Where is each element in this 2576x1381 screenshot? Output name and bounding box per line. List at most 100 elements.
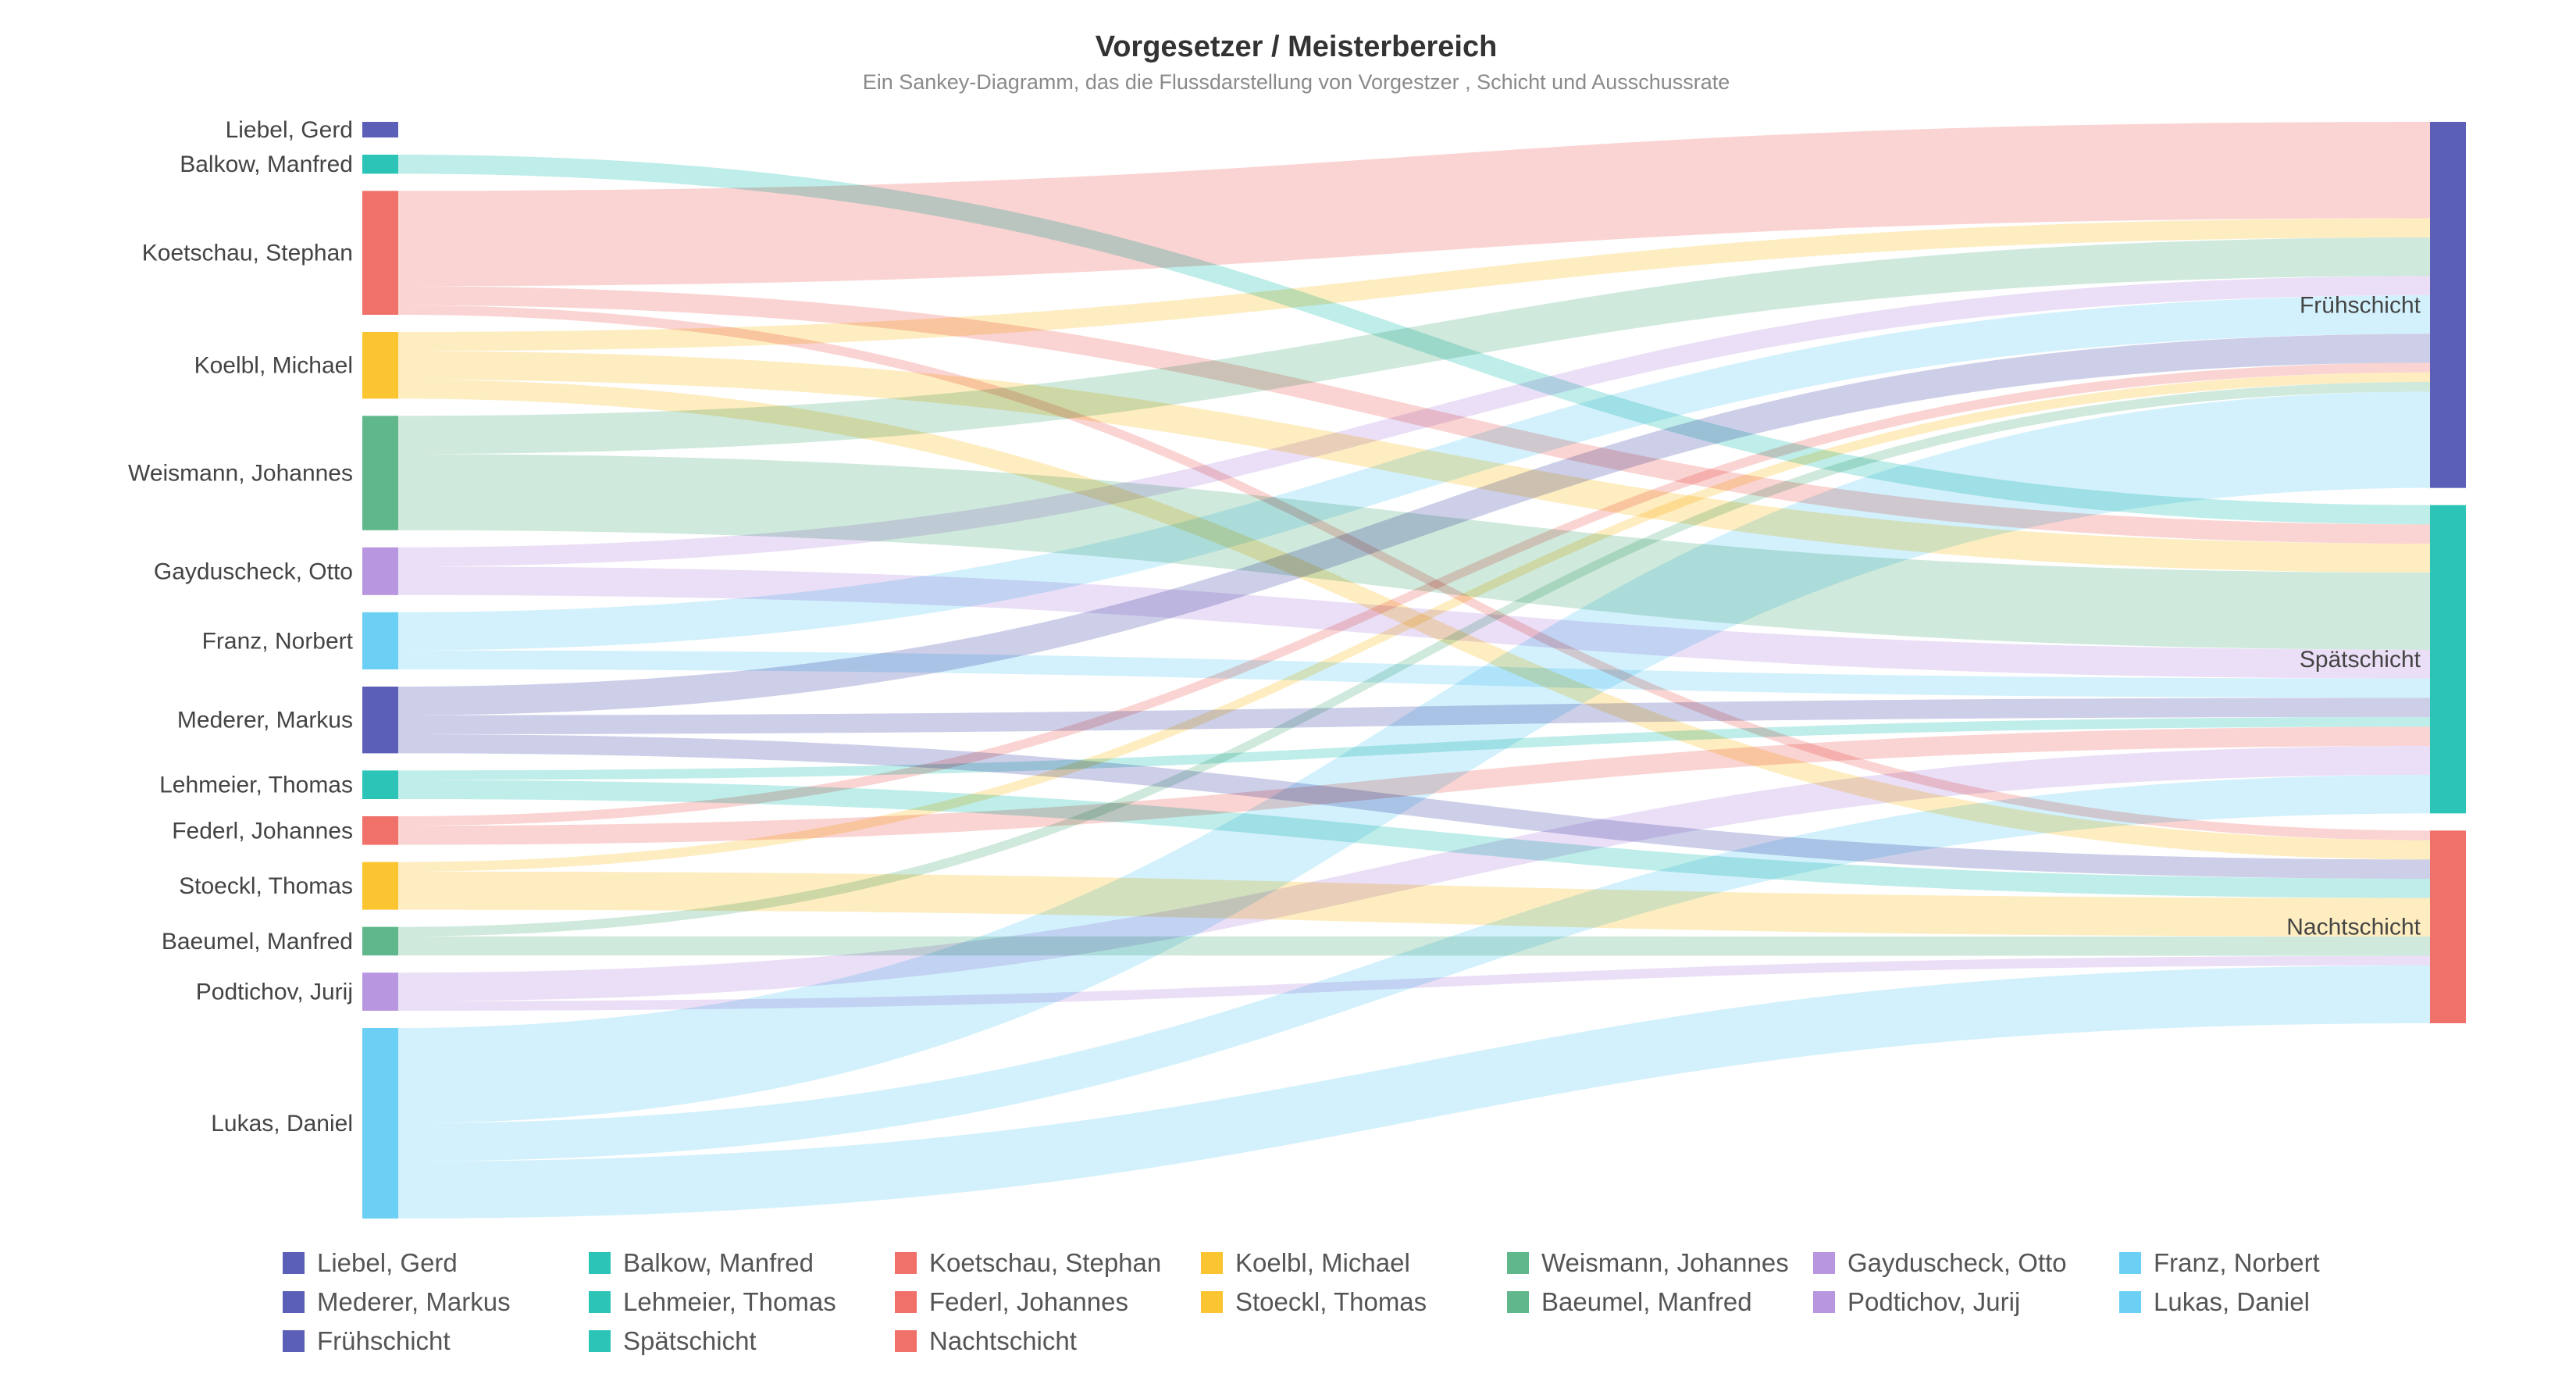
link-mederer-markus-to-nachtschicht[interactable] xyxy=(398,734,2430,879)
link-lukas-daniel-to-spaetschicht[interactable] xyxy=(398,775,2430,1162)
legend-swatch xyxy=(895,1252,917,1274)
labels-layer: Liebel, Gerd Balkow, Manfred Koetschau, St… xyxy=(128,117,2421,1137)
link-stoeckl-thomas-to-nachtschicht[interactable] xyxy=(398,871,2430,937)
link-lehmeier-thomas-to-nachtschicht[interactable] xyxy=(398,780,2430,898)
node-liebel-gerd[interactable] xyxy=(362,122,398,137)
node-label-podtichov-jurij: Podtichov, Jurij xyxy=(196,980,353,1005)
node-lehmeier-thomas[interactable] xyxy=(362,770,398,799)
legend-label: Lukas, Daniel xyxy=(2154,1287,2310,1316)
link-baeumel-manfred-to-fruehschicht[interactable] xyxy=(398,382,2430,937)
node-koelbl-michael[interactable] xyxy=(362,332,398,399)
legend-item-koetschau-stephan[interactable]: Koetschau, Stephan xyxy=(895,1248,1161,1277)
legend-item-podtichov-jurij[interactable]: Podtichov, Jurij xyxy=(1813,1287,2020,1316)
node-podtichov-jurij[interactable] xyxy=(362,972,398,1011)
node-koetschau-stephan[interactable] xyxy=(362,191,398,315)
node-label-koetschau-stephan: Koetschau, Stephan xyxy=(142,241,353,266)
node-label-mederer-markus: Mederer, Markus xyxy=(177,708,353,733)
legend-item-lehmeier-thomas[interactable]: Lehmeier, Thomas xyxy=(589,1287,836,1316)
legend-swatch xyxy=(283,1291,305,1313)
link-lukas-daniel-to-fruehschicht[interactable] xyxy=(398,391,2430,1123)
legend-item-liebel-gerd[interactable]: Liebel, Gerd xyxy=(283,1248,458,1277)
link-podtichov-jurij-to-spaetschicht[interactable] xyxy=(398,746,2430,1001)
legend-swatch xyxy=(589,1330,611,1352)
legend-swatch xyxy=(2119,1252,2141,1274)
legend-swatch xyxy=(1201,1291,1223,1313)
node-nachtschicht[interactable] xyxy=(2430,830,2466,1023)
node-federl-johannes[interactable] xyxy=(362,816,398,845)
node-weismann-johannes[interactable] xyxy=(362,416,398,530)
legend-label: Baeumel, Manfred xyxy=(1541,1287,1752,1316)
legend-item-koelbl-michael[interactable]: Koelbl, Michael xyxy=(1201,1248,1410,1277)
node-label-spaetschicht: Spätschicht xyxy=(2300,647,2421,673)
node-label-lukas-daniel: Lukas, Daniel xyxy=(211,1111,353,1137)
node-label-koelbl-michael: Koelbl, Michael xyxy=(194,353,353,379)
legend-item-spaetschicht[interactable]: Spätschicht xyxy=(589,1326,757,1355)
link-federl-johannes-to-fruehschicht[interactable] xyxy=(398,362,2430,826)
node-label-liebel-gerd: Liebel, Gerd xyxy=(226,117,353,143)
node-stoeckl-thomas[interactable] xyxy=(362,862,398,910)
node-lukas-daniel[interactable] xyxy=(362,1028,398,1219)
legend-item-fruehschicht[interactable]: Frühschicht xyxy=(283,1326,451,1355)
node-label-weismann-johannes: Weismann, Johannes xyxy=(128,461,353,487)
legend-item-federl-johannes[interactable]: Federl, Johannes xyxy=(895,1287,1128,1316)
legend-item-gayduscheck-otto[interactable]: Gayduscheck, Otto xyxy=(1813,1248,2067,1277)
node-baeumel-manfred[interactable] xyxy=(362,926,398,956)
legend-swatch xyxy=(283,1330,305,1352)
legend-label: Gayduscheck, Otto xyxy=(1847,1248,2067,1277)
legend-label: Podtichov, Jurij xyxy=(1847,1287,2020,1316)
legend-label: Franz, Norbert xyxy=(2154,1248,2320,1277)
node-fruehschicht[interactable] xyxy=(2430,122,2466,488)
legend-swatch xyxy=(895,1291,917,1313)
link-lukas-daniel-to-nachtschicht[interactable] xyxy=(398,965,2430,1219)
node-franz-norbert[interactable] xyxy=(362,612,398,669)
legend-item-balkow-manfred[interactable]: Balkow, Manfred xyxy=(589,1248,814,1277)
legend-item-stoeckl-thomas[interactable]: Stoeckl, Thomas xyxy=(1201,1287,1427,1316)
link-koetschau-stephan-to-fruehschicht[interactable] xyxy=(398,122,2430,287)
legend-label: Federl, Johannes xyxy=(929,1287,1128,1316)
legend: Liebel, Gerd Balkow, Manfred Koetschau, St… xyxy=(283,1248,2320,1355)
node-label-gayduscheck-otto: Gayduscheck, Otto xyxy=(154,558,353,584)
legend-item-lukas-daniel[interactable]: Lukas, Daniel xyxy=(2119,1287,2310,1316)
link-weismann-johannes-to-spaetschicht[interactable] xyxy=(398,454,2430,650)
legend-swatch xyxy=(589,1291,611,1313)
node-mederer-markus[interactable] xyxy=(362,687,398,754)
legend-label: Mederer, Markus xyxy=(317,1287,511,1316)
legend-label: Liebel, Gerd xyxy=(317,1248,458,1277)
node-balkow-manfred[interactable] xyxy=(362,155,398,174)
node-label-balkow-manfred: Balkow, Manfred xyxy=(180,152,353,177)
legend-swatch xyxy=(2119,1291,2141,1313)
legend-item-nachtschicht[interactable]: Nachtschicht xyxy=(895,1326,1077,1355)
link-gayduscheck-otto-to-fruehschicht[interactable] xyxy=(398,276,2430,567)
legend-swatch xyxy=(283,1252,305,1274)
legend-swatch xyxy=(895,1330,917,1352)
node-label-nachtschicht: Nachtschicht xyxy=(2286,915,2421,940)
legend-item-weismann-johannes[interactable]: Weismann, Johannes xyxy=(1507,1248,1789,1277)
link-weismann-johannes-to-fruehschicht[interactable] xyxy=(398,237,2430,455)
legend-label: Balkow, Manfred xyxy=(623,1248,814,1277)
link-stoeckl-thomas-to-fruehschicht[interactable] xyxy=(398,372,2430,872)
legend-label: Weismann, Johannes xyxy=(1541,1248,1789,1277)
node-label-federl-johannes: Federl, Johannes xyxy=(172,818,353,844)
node-label-stoeckl-thomas: Stoeckl, Thomas xyxy=(179,873,353,899)
node-spaetschicht[interactable] xyxy=(2430,505,2466,814)
legend-swatch xyxy=(1201,1252,1223,1274)
legend-label: Frühschicht xyxy=(317,1326,451,1355)
legend-swatch xyxy=(1813,1291,1835,1313)
legend-label: Lehmeier, Thomas xyxy=(623,1287,836,1316)
node-label-franz-norbert: Franz, Norbert xyxy=(202,628,354,654)
legend-item-franz-norbert[interactable]: Franz, Norbert xyxy=(2119,1248,2320,1277)
nodes-layer xyxy=(362,122,2466,1219)
links-layer xyxy=(398,122,2430,1219)
legend-item-mederer-markus[interactable]: Mederer, Markus xyxy=(283,1287,511,1316)
legend-swatch xyxy=(1507,1252,1529,1274)
legend-label: Koetschau, Stephan xyxy=(929,1248,1161,1277)
legend-swatch xyxy=(1507,1291,1529,1313)
node-label-lehmeier-thomas: Lehmeier, Thomas xyxy=(159,773,353,798)
node-gayduscheck-otto[interactable] xyxy=(362,547,398,595)
legend-item-baeumel-manfred[interactable]: Baeumel, Manfred xyxy=(1507,1287,1752,1316)
link-mederer-markus-to-fruehschicht[interactable] xyxy=(398,334,2430,715)
link-koelbl-michael-to-fruehschicht[interactable] xyxy=(398,218,2430,351)
link-franz-norbert-to-fruehschicht[interactable] xyxy=(398,295,2430,651)
legend-swatch xyxy=(589,1252,611,1274)
